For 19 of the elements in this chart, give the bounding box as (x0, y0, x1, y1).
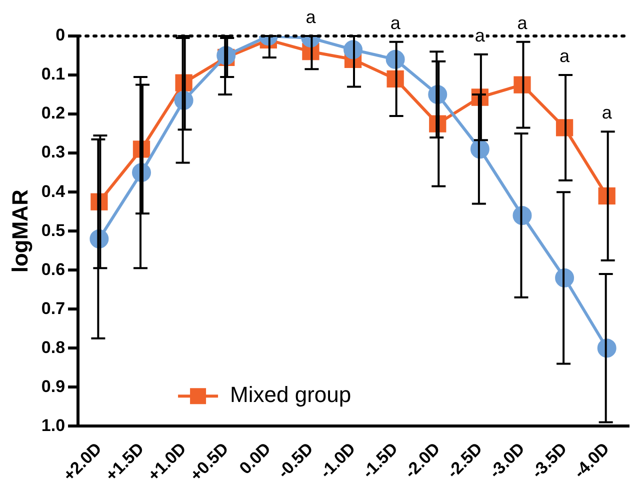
y-tick-label: 0.2 (41, 104, 66, 123)
y-tick-label: 0.6 (41, 260, 66, 279)
y-tick-label: 1.0 (41, 416, 66, 435)
legend-label: Mixed group (230, 382, 352, 408)
y-tick-label: 0.3 (41, 142, 66, 162)
y-tick-label: 0.4 (41, 182, 66, 201)
text: a (390, 12, 402, 33)
text: a (517, 12, 528, 33)
y-tick-label: 0.1 (41, 64, 66, 84)
annotation: a (560, 46, 571, 66)
y-tick-label: 0 (56, 26, 66, 45)
y-tick-label: 0.8 (41, 338, 66, 357)
annotation: a (602, 102, 613, 123)
y-axis-title: logMAR (7, 189, 32, 273)
annotation: a (474, 25, 486, 46)
y-tick-label: 0.9 (41, 376, 66, 396)
text: a (306, 6, 317, 27)
y-tick-label: 0.7 (41, 298, 66, 318)
y-tick-label: 0.5 (41, 220, 66, 240)
